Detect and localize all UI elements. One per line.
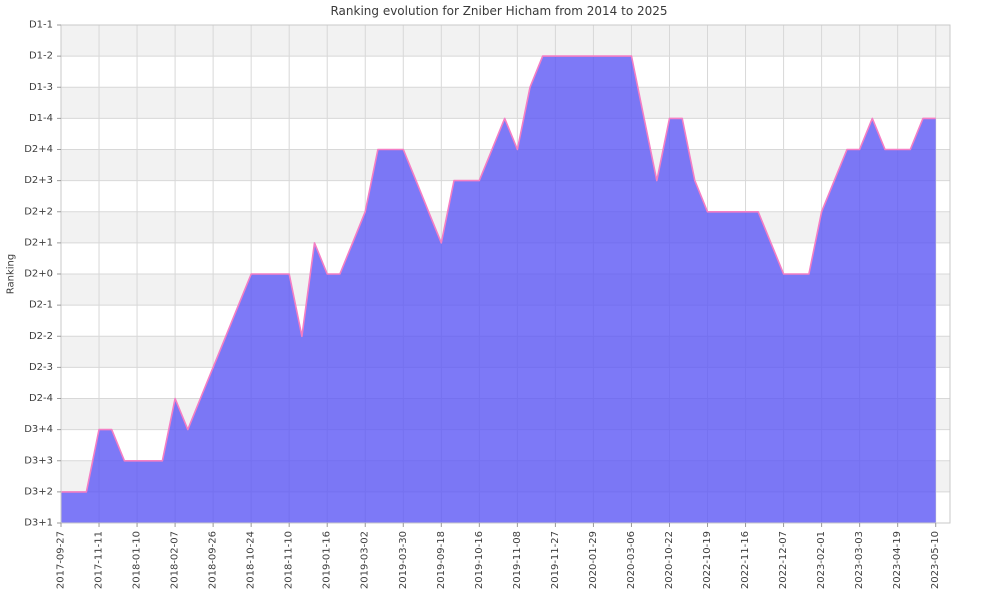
y-tick-label: D3+1 bbox=[24, 518, 53, 529]
y-tick-label: D2+3 bbox=[24, 175, 53, 186]
x-tick-label: 2020-10-22 bbox=[664, 531, 675, 589]
y-tick-label: D2-2 bbox=[29, 331, 53, 342]
x-tick-label: 2023-04-19 bbox=[892, 531, 903, 589]
x-tick-label: 2023-05-10 bbox=[930, 531, 941, 589]
x-tick-label: 2017-11-11 bbox=[94, 531, 105, 589]
x-tick-label: 2019-09-18 bbox=[436, 531, 447, 589]
y-tick-label: D1-1 bbox=[29, 20, 53, 31]
x-tick-label: 2022-11-16 bbox=[740, 531, 751, 589]
y-tick-label: D2-1 bbox=[29, 300, 53, 311]
x-tick-label: 2018-02-07 bbox=[170, 531, 181, 589]
plot-band bbox=[61, 56, 950, 88]
y-tick-label: D2-3 bbox=[29, 362, 53, 373]
x-tick-label: 2023-03-03 bbox=[854, 531, 865, 589]
x-tick-label: 2019-11-08 bbox=[512, 531, 523, 589]
plot-band bbox=[61, 25, 950, 57]
y-axis-title: Ranking bbox=[6, 254, 17, 294]
x-tick-label: 2018-09-26 bbox=[208, 531, 219, 589]
y-tick-label: D2+1 bbox=[24, 237, 53, 248]
x-tick-label: 2019-01-16 bbox=[322, 531, 333, 589]
x-tick-label: 2018-11-10 bbox=[284, 531, 295, 589]
x-tick-label: 2017-09-27 bbox=[56, 531, 67, 589]
plot-band bbox=[61, 87, 950, 119]
x-tick-label: 2019-10-16 bbox=[474, 531, 485, 589]
x-tick-label: 2023-02-01 bbox=[816, 531, 827, 589]
area-fill bbox=[61, 56, 936, 523]
x-tick-label: 2022-10-19 bbox=[702, 531, 713, 589]
y-tick-label: D3+2 bbox=[24, 486, 53, 497]
chart-title: Ranking evolution for Zniber Hicham from… bbox=[330, 4, 668, 18]
x-tick-label: 2019-03-02 bbox=[360, 531, 371, 589]
x-tick-label: 2018-10-24 bbox=[246, 531, 257, 589]
x-tick-label: 2020-01-29 bbox=[588, 531, 599, 589]
x-tick-label: 2022-12-07 bbox=[778, 531, 789, 589]
y-tick-label: D2+2 bbox=[24, 206, 53, 217]
y-tick-label: D2+0 bbox=[24, 269, 53, 280]
y-tick-label: D3+4 bbox=[24, 424, 53, 435]
y-tick-label: D2+4 bbox=[24, 144, 53, 155]
y-tick-label: D1-4 bbox=[29, 113, 53, 124]
y-tick-label: D3+3 bbox=[24, 455, 53, 466]
y-tick-label: D2-4 bbox=[29, 393, 53, 404]
x-tick-label: 2020-03-06 bbox=[626, 531, 637, 589]
y-tick-label: D1-2 bbox=[29, 51, 53, 62]
x-tick-label: 2019-11-27 bbox=[550, 531, 561, 589]
x-tick-label: 2018-01-10 bbox=[132, 531, 143, 589]
x-tick-label: 2019-03-30 bbox=[398, 531, 409, 589]
y-tick-label: D1-3 bbox=[29, 82, 53, 93]
ranking-line bbox=[61, 55, 936, 493]
